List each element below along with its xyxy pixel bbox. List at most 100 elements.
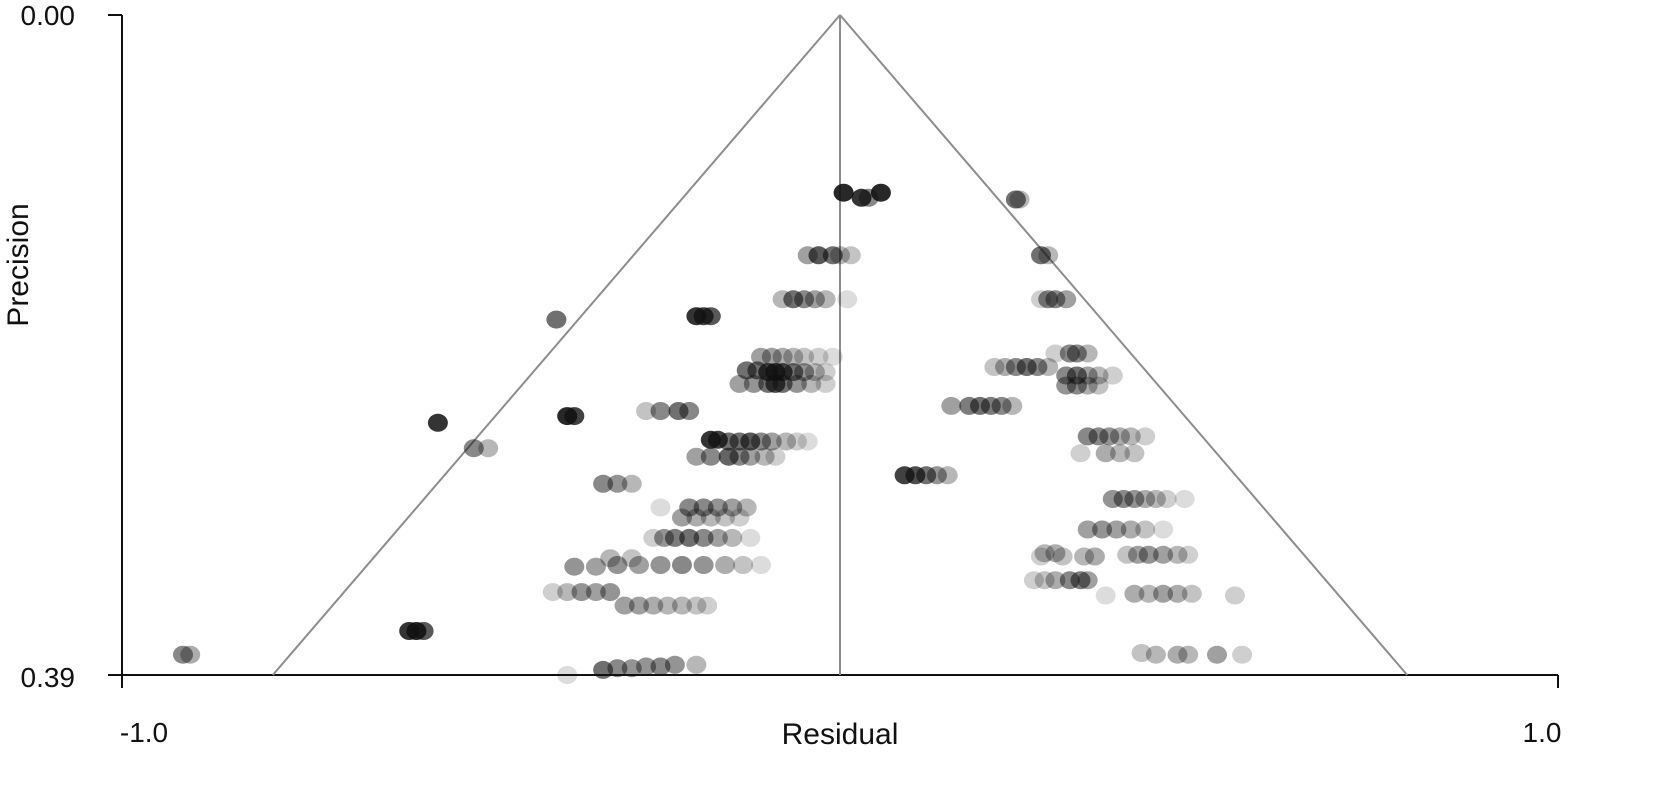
- data-point: [1070, 571, 1091, 590]
- data-point: [1023, 571, 1044, 590]
- data-point: [686, 508, 707, 527]
- data-point: [557, 666, 578, 684]
- data-point: [1131, 644, 1152, 662]
- data-point: [700, 508, 721, 527]
- data-points: [173, 183, 1253, 684]
- data-point: [729, 447, 750, 466]
- data-point: [729, 508, 750, 527]
- data-point: [664, 655, 685, 674]
- data-point: [1088, 366, 1109, 385]
- data-point: [700, 307, 721, 326]
- data-point: [926, 466, 947, 485]
- data-point: [650, 498, 671, 517]
- data-point: [1128, 545, 1148, 564]
- data-point: [1135, 490, 1156, 508]
- data-point: [1045, 290, 1066, 309]
- data-point: [794, 347, 815, 366]
- data-point: [1099, 427, 1120, 446]
- data-point: [783, 347, 804, 366]
- data-point: [804, 290, 825, 309]
- data-point: [564, 407, 585, 426]
- data-point: [751, 347, 771, 366]
- data-point: [715, 508, 736, 527]
- data-point: [180, 645, 201, 664]
- data-point: [786, 374, 807, 393]
- data-point: [822, 246, 843, 265]
- data-point: [1167, 584, 1188, 603]
- data-point: [761, 347, 782, 366]
- data-point: [786, 432, 807, 451]
- data-point: [1207, 645, 1227, 664]
- data-point: [740, 447, 761, 466]
- data-point: [1070, 444, 1091, 463]
- data-point: [772, 374, 793, 393]
- data-point: [629, 596, 649, 615]
- data-point: [937, 466, 958, 485]
- data-point: [1102, 366, 1123, 385]
- data-point: [722, 528, 743, 547]
- data-point: [686, 596, 707, 615]
- data-point: [772, 347, 793, 366]
- data-point: [1124, 584, 1145, 603]
- data-point: [830, 246, 850, 265]
- data-point: [815, 363, 836, 382]
- data-point: [1031, 290, 1051, 309]
- data-point: [585, 557, 606, 576]
- data-point: [707, 528, 728, 547]
- data-point: [808, 246, 829, 265]
- data-point: [822, 347, 843, 366]
- data-point: [1120, 520, 1141, 539]
- data-point: [1031, 547, 1051, 566]
- data-point: [1167, 645, 1188, 664]
- data-point: [1167, 545, 1188, 564]
- data-point: [427, 413, 448, 432]
- data-point: [1084, 547, 1105, 566]
- data-point: [600, 549, 621, 568]
- data-point: [1077, 376, 1098, 395]
- data-point: [916, 466, 937, 485]
- data-point: [1153, 545, 1174, 564]
- data-point: [636, 402, 657, 420]
- data-point: [1153, 520, 1174, 539]
- data-point: [629, 556, 649, 574]
- data-point: [804, 363, 825, 382]
- data-point: [585, 583, 606, 602]
- data-point: [1095, 586, 1116, 605]
- data-point: [1232, 645, 1253, 664]
- data-point: [776, 432, 797, 451]
- data-point: [815, 374, 836, 393]
- data-point: [794, 363, 815, 382]
- data-point: [1106, 520, 1127, 539]
- funnel-right-edge: [839, 14, 1408, 676]
- data-point: [941, 396, 962, 415]
- data-point: [542, 583, 563, 602]
- data-point: [478, 439, 499, 458]
- data-point: [751, 432, 771, 451]
- data-point: [715, 556, 736, 574]
- data-point: [1124, 490, 1145, 508]
- data-point: [1224, 586, 1245, 605]
- data-point: [1034, 544, 1055, 563]
- data-point: [1056, 290, 1077, 309]
- data-point: [1178, 645, 1199, 664]
- data-point: [693, 528, 714, 547]
- data-point: [1034, 571, 1055, 590]
- data-point: [672, 596, 692, 615]
- data-point: [743, 374, 764, 393]
- data-point: [621, 474, 642, 493]
- data-point: [984, 358, 1005, 376]
- data-point: [679, 528, 700, 547]
- data-point: [600, 583, 621, 602]
- data-point: [991, 396, 1012, 415]
- data-point: [672, 556, 692, 574]
- data-point: [808, 347, 829, 366]
- data-point: [833, 183, 854, 202]
- data-point: [546, 310, 567, 329]
- data-point: [1138, 584, 1159, 603]
- data-point: [1088, 376, 1109, 395]
- data-point: [614, 596, 635, 615]
- data-point: [593, 474, 614, 493]
- y-tick-label-top: 0.00: [21, 0, 76, 31]
- data-point: [1092, 520, 1113, 539]
